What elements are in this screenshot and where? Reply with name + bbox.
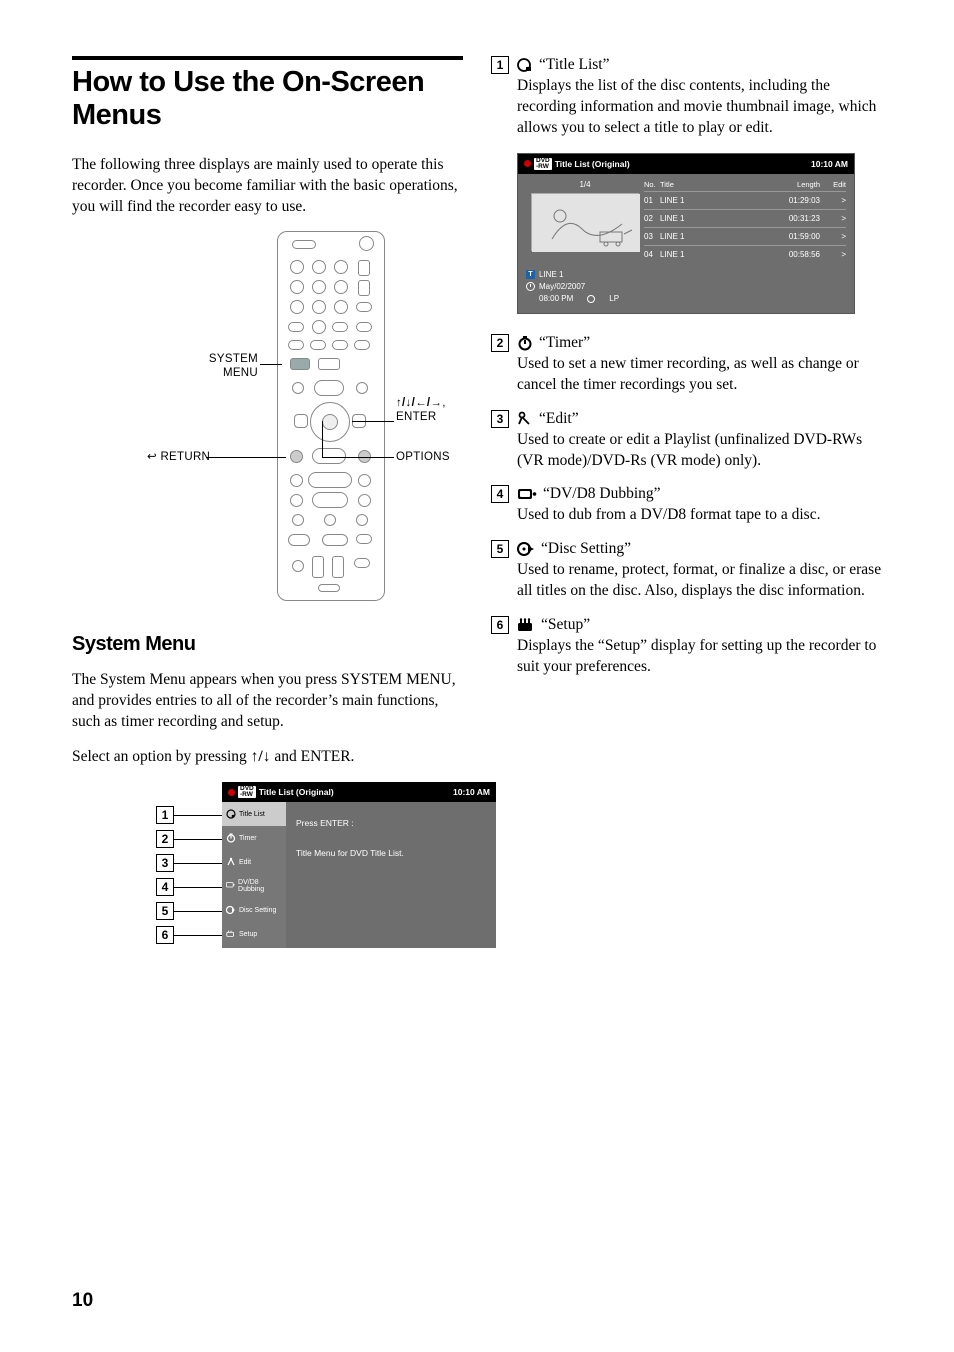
menu-label: Disc Setting — [239, 907, 276, 914]
disc-setting-icon — [226, 905, 236, 915]
item-title: Setup — [541, 616, 590, 634]
item-title: DV/D8 Dubbing — [543, 485, 661, 503]
edit-icon — [517, 411, 533, 427]
menu-label: Setup — [239, 931, 257, 938]
label-options: OPTIONS — [396, 451, 450, 465]
dubbing-icon — [517, 487, 537, 501]
label-return: ↩ RETURN — [147, 451, 210, 465]
panel-header-title: Title List (Original) — [259, 787, 334, 797]
item-title: Disc Setting — [541, 540, 631, 558]
system-menu-p1: The System Menu appears when you press S… — [72, 670, 463, 733]
badge-1: 1 — [156, 806, 174, 824]
right-badge-6: 6 — [491, 616, 509, 634]
panel-header: DVD -RW Title List (Original) 10:10 AM — [222, 782, 496, 802]
badge-6: 6 — [156, 926, 174, 944]
edit-icon — [226, 857, 236, 867]
timer-icon — [226, 833, 236, 843]
right-badge-4: 4 — [491, 485, 509, 503]
page-title: How to Use the On-Screen Menus — [72, 66, 463, 133]
menu-item-title-list[interactable]: Title List — [222, 802, 286, 826]
table-row[interactable]: 01 LINE 1 01:29:03 > — [644, 191, 846, 209]
right-badge-3: 3 — [491, 410, 509, 428]
badge-3: 3 — [156, 854, 174, 872]
system-menu-panel: DVD -RW Title List (Original) 10:10 AM T… — [222, 782, 496, 948]
title-list-panel: DVD -RW Title List (Original) 10:10 AM 1… — [517, 153, 855, 314]
rec-dot-icon — [524, 160, 531, 167]
item-desc: Used to rename, protect, format, or fina… — [517, 560, 882, 602]
rec-dot-icon — [228, 789, 235, 796]
dubbing-icon — [226, 881, 235, 891]
tl-table: No. Title Length Edit 01 LINE 1 01:29:03… — [644, 178, 846, 263]
title-list-icon — [226, 809, 236, 819]
panel-header-time: 10:10 AM — [453, 787, 490, 797]
disc-setting-icon — [517, 541, 535, 557]
item-desc: Displays the “Setup” display for setting… — [517, 636, 882, 678]
panel-main-line1: Press ENTER : — [296, 818, 486, 828]
tl-header: DVD -RW Title List (Original) 10:10 AM — [518, 154, 854, 174]
setup-icon — [226, 929, 236, 939]
right-badge-2: 2 — [491, 334, 509, 352]
tl-table-header: No. Title Length Edit — [644, 178, 846, 191]
setup-icon — [517, 618, 535, 632]
tl-page-indicator: 1/4 — [526, 178, 644, 193]
menu-label: Timer — [239, 835, 257, 842]
mode-icon — [587, 295, 595, 303]
dvd-chip: DVD -RW — [238, 786, 256, 798]
table-row[interactable]: 04 LINE 1 00:58:56 > — [644, 245, 846, 263]
t-badge-icon: T — [526, 270, 535, 279]
right-badge-5: 5 — [491, 540, 509, 558]
badge-4: 4 — [156, 878, 174, 896]
panel-main-line2: Title Menu for DVD Title List. — [296, 848, 486, 858]
menu-item-disc-setting[interactable]: Disc Setting — [222, 898, 286, 922]
dvd-chip: DVD -RW — [534, 158, 552, 170]
tl-header-title: Title List (Original) — [555, 159, 630, 169]
system-menu-p2: Select an option by pressing ↑/↓ and ENT… — [72, 747, 463, 768]
label-arrows-enter: ↑/↓/←/→,ENTER — [396, 397, 446, 425]
menu-item-edit[interactable]: Edit — [222, 850, 286, 874]
title-list-icon — [517, 57, 533, 73]
right-badge-1: 1 — [491, 56, 509, 74]
menu-item-dubbing[interactable]: DV/D8 Dubbing — [222, 874, 286, 898]
menu-item-timer[interactable]: Timer — [222, 826, 286, 850]
item-title: Timer — [539, 334, 590, 352]
remote-outline — [277, 231, 385, 601]
tl-meta: T LINE 1 May/02/2007 08:00 PMLP — [526, 269, 846, 305]
table-row[interactable]: 03 LINE 1 01:59:00 > — [644, 227, 846, 245]
panel-sidebar: Title List Timer Edit DV/D8 Dubbing — [222, 802, 286, 948]
heading-rule — [72, 56, 463, 60]
tl-header-time: 10:10 AM — [811, 159, 848, 169]
item-desc: Displays the list of the disc contents, … — [517, 76, 882, 139]
timer-icon — [517, 335, 533, 351]
item-title: Title List — [539, 56, 610, 74]
item-desc: Used to create or edit a Playlist (unfin… — [517, 430, 882, 472]
menu-label: DV/D8 Dubbing — [238, 879, 282, 893]
item-desc: Used to dub from a DV/D8 format tape to … — [517, 505, 882, 526]
clock-icon — [526, 282, 535, 291]
section-system-menu-title: System Menu — [72, 633, 463, 656]
item-desc: Used to set a new timer recording, as we… — [517, 354, 882, 396]
menu-label: Edit — [239, 859, 251, 866]
table-row[interactable]: 02 LINE 1 00:31:23 > — [644, 209, 846, 227]
badge-2: 2 — [156, 830, 174, 848]
intro-paragraph: The following three displays are mainly … — [72, 155, 463, 218]
panel-main: Press ENTER : Title Menu for DVD Title L… — [286, 802, 496, 948]
badge-5: 5 — [156, 902, 174, 920]
system-menu-figure: 1 2 3 4 5 6 DVD -RW Title List (Original… — [72, 782, 463, 958]
page-number: 10 — [72, 1290, 93, 1312]
remote-diagram: SYSTEM MENU ↩ RETURN ↑/↓/←/→,ENTER OPTIO… — [72, 231, 463, 611]
item-title: Edit — [539, 410, 579, 428]
menu-item-setup[interactable]: Setup — [222, 922, 286, 946]
tl-thumbnail — [531, 193, 639, 251]
label-system-menu: SYSTEM MENU — [188, 353, 258, 381]
menu-label: Title List — [239, 811, 265, 818]
